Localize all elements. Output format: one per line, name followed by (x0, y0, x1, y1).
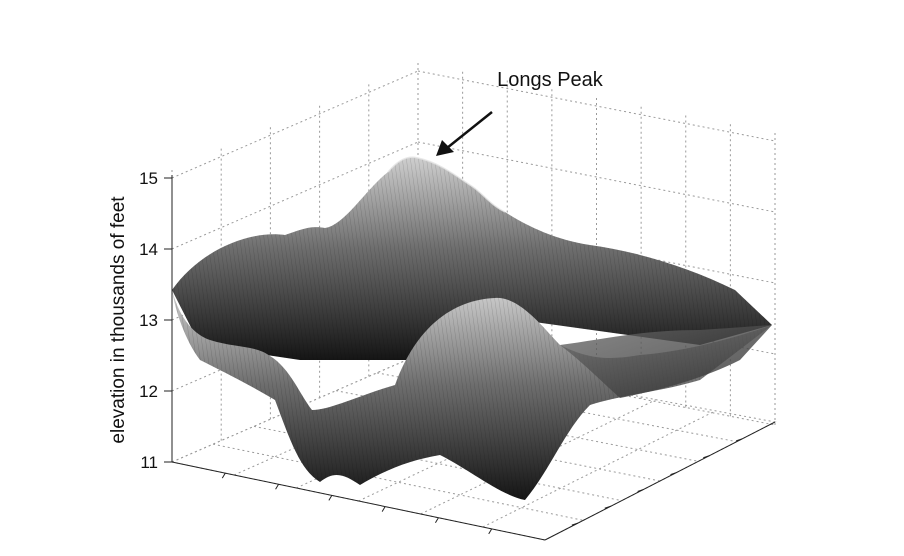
grid-line-right-wall (417, 70, 776, 142)
z-tick-group: 11 12 13 14 15 (139, 169, 172, 472)
floor-axes (171, 421, 776, 541)
surface-front-lobe-mesh (172, 290, 772, 500)
x-tick-mark (221, 472, 226, 479)
y-tick-mark (571, 522, 579, 526)
z-tick-label: 11 (140, 453, 158, 472)
annotation-label: Longs Peak (497, 69, 604, 91)
grid-line-right-wall (417, 141, 776, 213)
x-tick-mark (275, 484, 280, 490)
x-tick-mark (381, 506, 386, 512)
annotation-arrow-shaft (446, 111, 493, 149)
floor-grid-line (212, 443, 584, 521)
z-tick-label: 15 (139, 169, 158, 188)
arrow-head-icon (436, 140, 454, 156)
z-axis-label: elevation in thousands of feet (108, 196, 129, 444)
y-tick-mark (703, 455, 710, 459)
y-tick-mark (735, 438, 743, 442)
surface-right-shoulder (560, 325, 772, 398)
y-tick-mark (670, 472, 677, 476)
surface-back-ridge-mesh (172, 157, 772, 360)
y-tick-mark (604, 505, 611, 509)
surface-ridge-highlight (387, 156, 506, 213)
z-tick-label: 14 (139, 240, 158, 259)
x-tick-mark (328, 495, 333, 501)
z-tick-label: 13 (139, 311, 158, 330)
z-tick-label: 12 (139, 382, 158, 401)
grid-line-left-wall (171, 70, 419, 179)
y-tick-mark (637, 488, 644, 492)
x-tick-mark (488, 528, 493, 535)
longs-peak-annotation: Longs Peak (436, 69, 604, 156)
x-tick-mark (434, 517, 439, 523)
elevation-surface (172, 156, 772, 500)
